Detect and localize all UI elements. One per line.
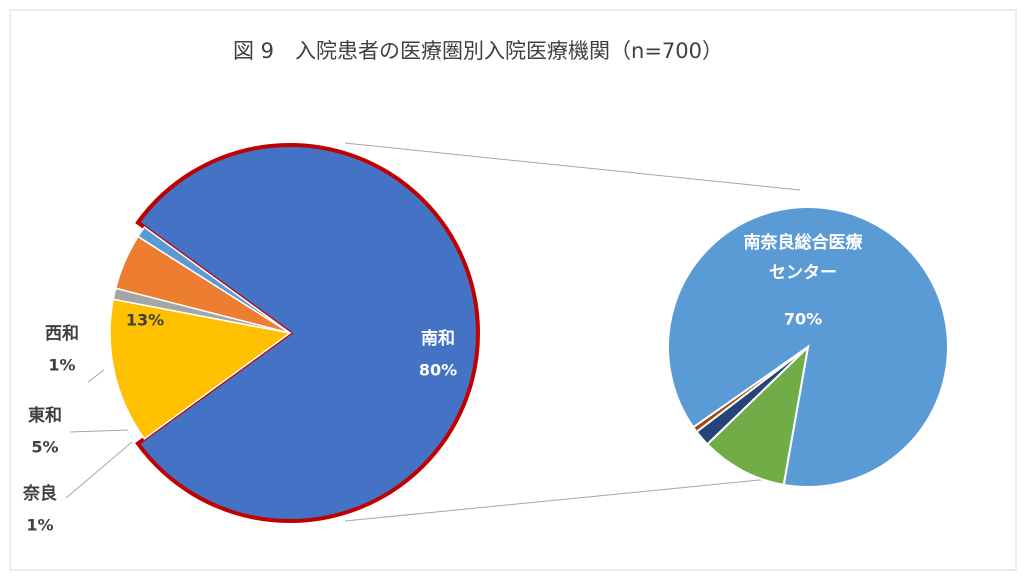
chart-title: 図 9 入院患者の医療圏別入院医療機関（n=700） [233,39,723,63]
pie-slice [109,298,292,440]
category-label: 東和 [28,405,62,426]
leader-line [65,441,133,499]
sub-value-label: 70% [784,310,822,329]
leader-line [69,429,129,433]
category-label: 奈良 [22,483,57,504]
value-label: 13% [126,311,164,330]
value-label: 5% [31,438,58,457]
connector-line [344,142,801,191]
category-label: 西和 [45,324,79,344]
sub-category-label: 南奈良総合医療センター [743,233,863,283]
value-label: 1% [26,516,53,535]
value-label: 1% [48,356,75,375]
sub-pie-slice [691,346,809,434]
connector-line [344,475,801,522]
sub-pie-slice [705,344,810,487]
pie-slice [136,226,291,334]
leader-line [87,369,105,383]
category-label: 南和 [421,328,455,349]
pie-slice [135,143,480,523]
value-label: 80% [419,361,457,380]
